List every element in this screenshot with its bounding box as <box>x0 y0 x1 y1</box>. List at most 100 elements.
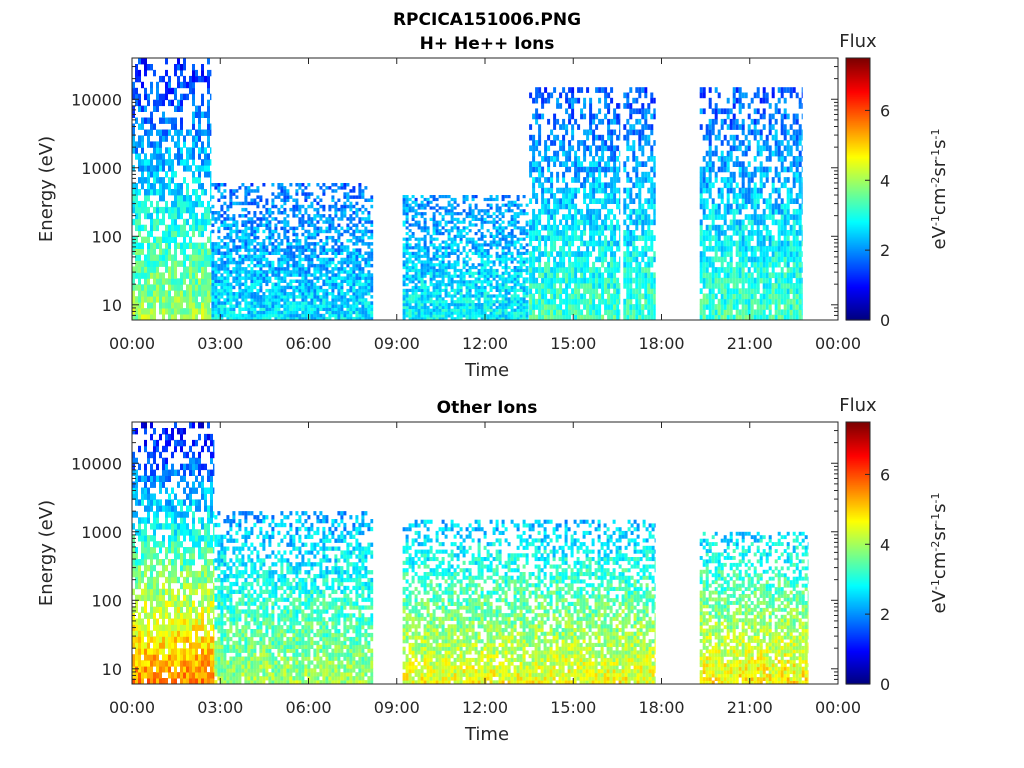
heatmap-cell <box>241 245 245 249</box>
heatmap-cell <box>477 249 481 253</box>
heatmap-cell <box>577 171 581 178</box>
heatmap-cell <box>441 303 445 307</box>
heatmap-cell <box>162 93 165 101</box>
heatmap-cell <box>223 183 227 187</box>
heatmap-cell <box>468 271 472 275</box>
heatmap-cell <box>331 189 335 193</box>
heatmap-cell <box>556 177 560 183</box>
heatmap-cell <box>310 313 314 318</box>
heatmap-cell <box>277 288 281 293</box>
heatmap-cell <box>271 301 275 305</box>
heatmap-cell <box>459 240 463 244</box>
heatmap-cell <box>647 309 651 316</box>
heatmap-cell <box>235 226 239 231</box>
heatmap-cell <box>204 254 207 261</box>
heatmap-cell <box>532 193 536 199</box>
heatmap-cell <box>480 285 484 290</box>
heatmap-cell <box>644 235 648 241</box>
heatmap-cell <box>477 212 481 216</box>
heatmap-cell <box>402 251 406 255</box>
heatmap-cell <box>495 305 499 309</box>
heatmap-cell <box>223 304 227 308</box>
heatmap-cell <box>244 313 248 318</box>
heatmap-cell <box>150 165 153 172</box>
heatmap-cell <box>450 249 454 253</box>
heatmap-cell <box>516 297 520 301</box>
heatmap-cell <box>268 288 272 293</box>
heatmap-cell <box>538 140 542 146</box>
heatmap-cell <box>174 278 177 285</box>
heatmap-cell <box>702 203 706 210</box>
heatmap-cell <box>186 93 189 101</box>
heatmap-cell <box>226 310 230 315</box>
heatmap-cell <box>538 304 542 310</box>
heatmap-cell <box>550 182 554 189</box>
heatmap-cell <box>408 294 412 298</box>
heatmap-cell <box>153 260 156 267</box>
heatmap-cell <box>331 183 335 187</box>
heatmap-cell <box>629 103 633 109</box>
heatmap-cell <box>592 288 596 294</box>
heatmap-cell <box>301 316 305 321</box>
heatmap-cell <box>298 295 302 299</box>
heatmap-cell <box>486 249 490 253</box>
heatmap-cell <box>280 254 284 259</box>
heatmap-cell <box>226 232 230 237</box>
heatmap-cell <box>450 243 454 247</box>
heatmap-cell <box>577 166 581 173</box>
heatmap-cell <box>153 242 156 249</box>
heatmap-cell <box>141 290 144 297</box>
heatmap-cell <box>298 285 302 290</box>
heatmap-cell <box>613 256 617 263</box>
heatmap-cell <box>253 282 257 287</box>
heatmap-cell <box>349 288 353 293</box>
heatmap-cell <box>220 301 224 305</box>
heatmap-cell <box>274 313 278 318</box>
heatmap-cell <box>174 123 177 130</box>
heatmap-cell <box>159 195 162 202</box>
heatmap-cell <box>262 223 266 227</box>
heatmap-cell <box>619 166 621 173</box>
heatmap-cell <box>147 236 150 243</box>
heatmap-cell <box>256 316 260 321</box>
heatmap-cell <box>265 260 269 265</box>
heatmap-cell <box>304 304 308 308</box>
heatmap-cell <box>162 236 165 243</box>
heatmap-cell <box>501 232 505 236</box>
heatmap-cell <box>525 288 529 292</box>
heatmap-cell <box>189 153 192 160</box>
heatmap-cell <box>513 234 517 238</box>
heatmap-cell <box>495 280 499 284</box>
heatmap-cell <box>541 293 545 300</box>
heatmap-cell <box>644 251 648 257</box>
heatmap-cell <box>343 270 347 274</box>
heatmap-cell <box>619 177 621 183</box>
heatmap-cell <box>283 248 287 252</box>
heatmap-cell <box>325 248 329 252</box>
heatmap-cell <box>435 203 439 207</box>
heatmap-cell <box>346 248 350 252</box>
heatmap-cell <box>144 105 147 112</box>
heatmap-cell <box>217 217 221 221</box>
heatmap-cell <box>370 223 374 227</box>
heatmap-cell <box>507 234 511 238</box>
heatmap-cell <box>519 266 523 270</box>
heatmap-cell <box>459 234 463 238</box>
heatmap-cell <box>295 254 299 259</box>
heatmap-cell <box>477 311 481 315</box>
heatmap-cell <box>705 198 709 204</box>
heatmap-cell <box>456 274 460 278</box>
heatmap-cell <box>316 316 320 321</box>
heatmap-cell <box>653 198 656 204</box>
heatmap-cell <box>370 195 374 199</box>
heatmap-cell <box>544 245 548 252</box>
heatmap-cell <box>465 280 469 284</box>
heatmap-cell <box>538 314 542 321</box>
heatmap-cell <box>504 203 508 207</box>
heatmap-cell <box>568 309 572 316</box>
heatmap-cell <box>492 271 496 275</box>
heatmap-cell <box>292 316 296 321</box>
heatmap-cell <box>364 186 368 190</box>
heatmap-cell <box>301 292 305 296</box>
heatmap-cell <box>435 285 439 290</box>
